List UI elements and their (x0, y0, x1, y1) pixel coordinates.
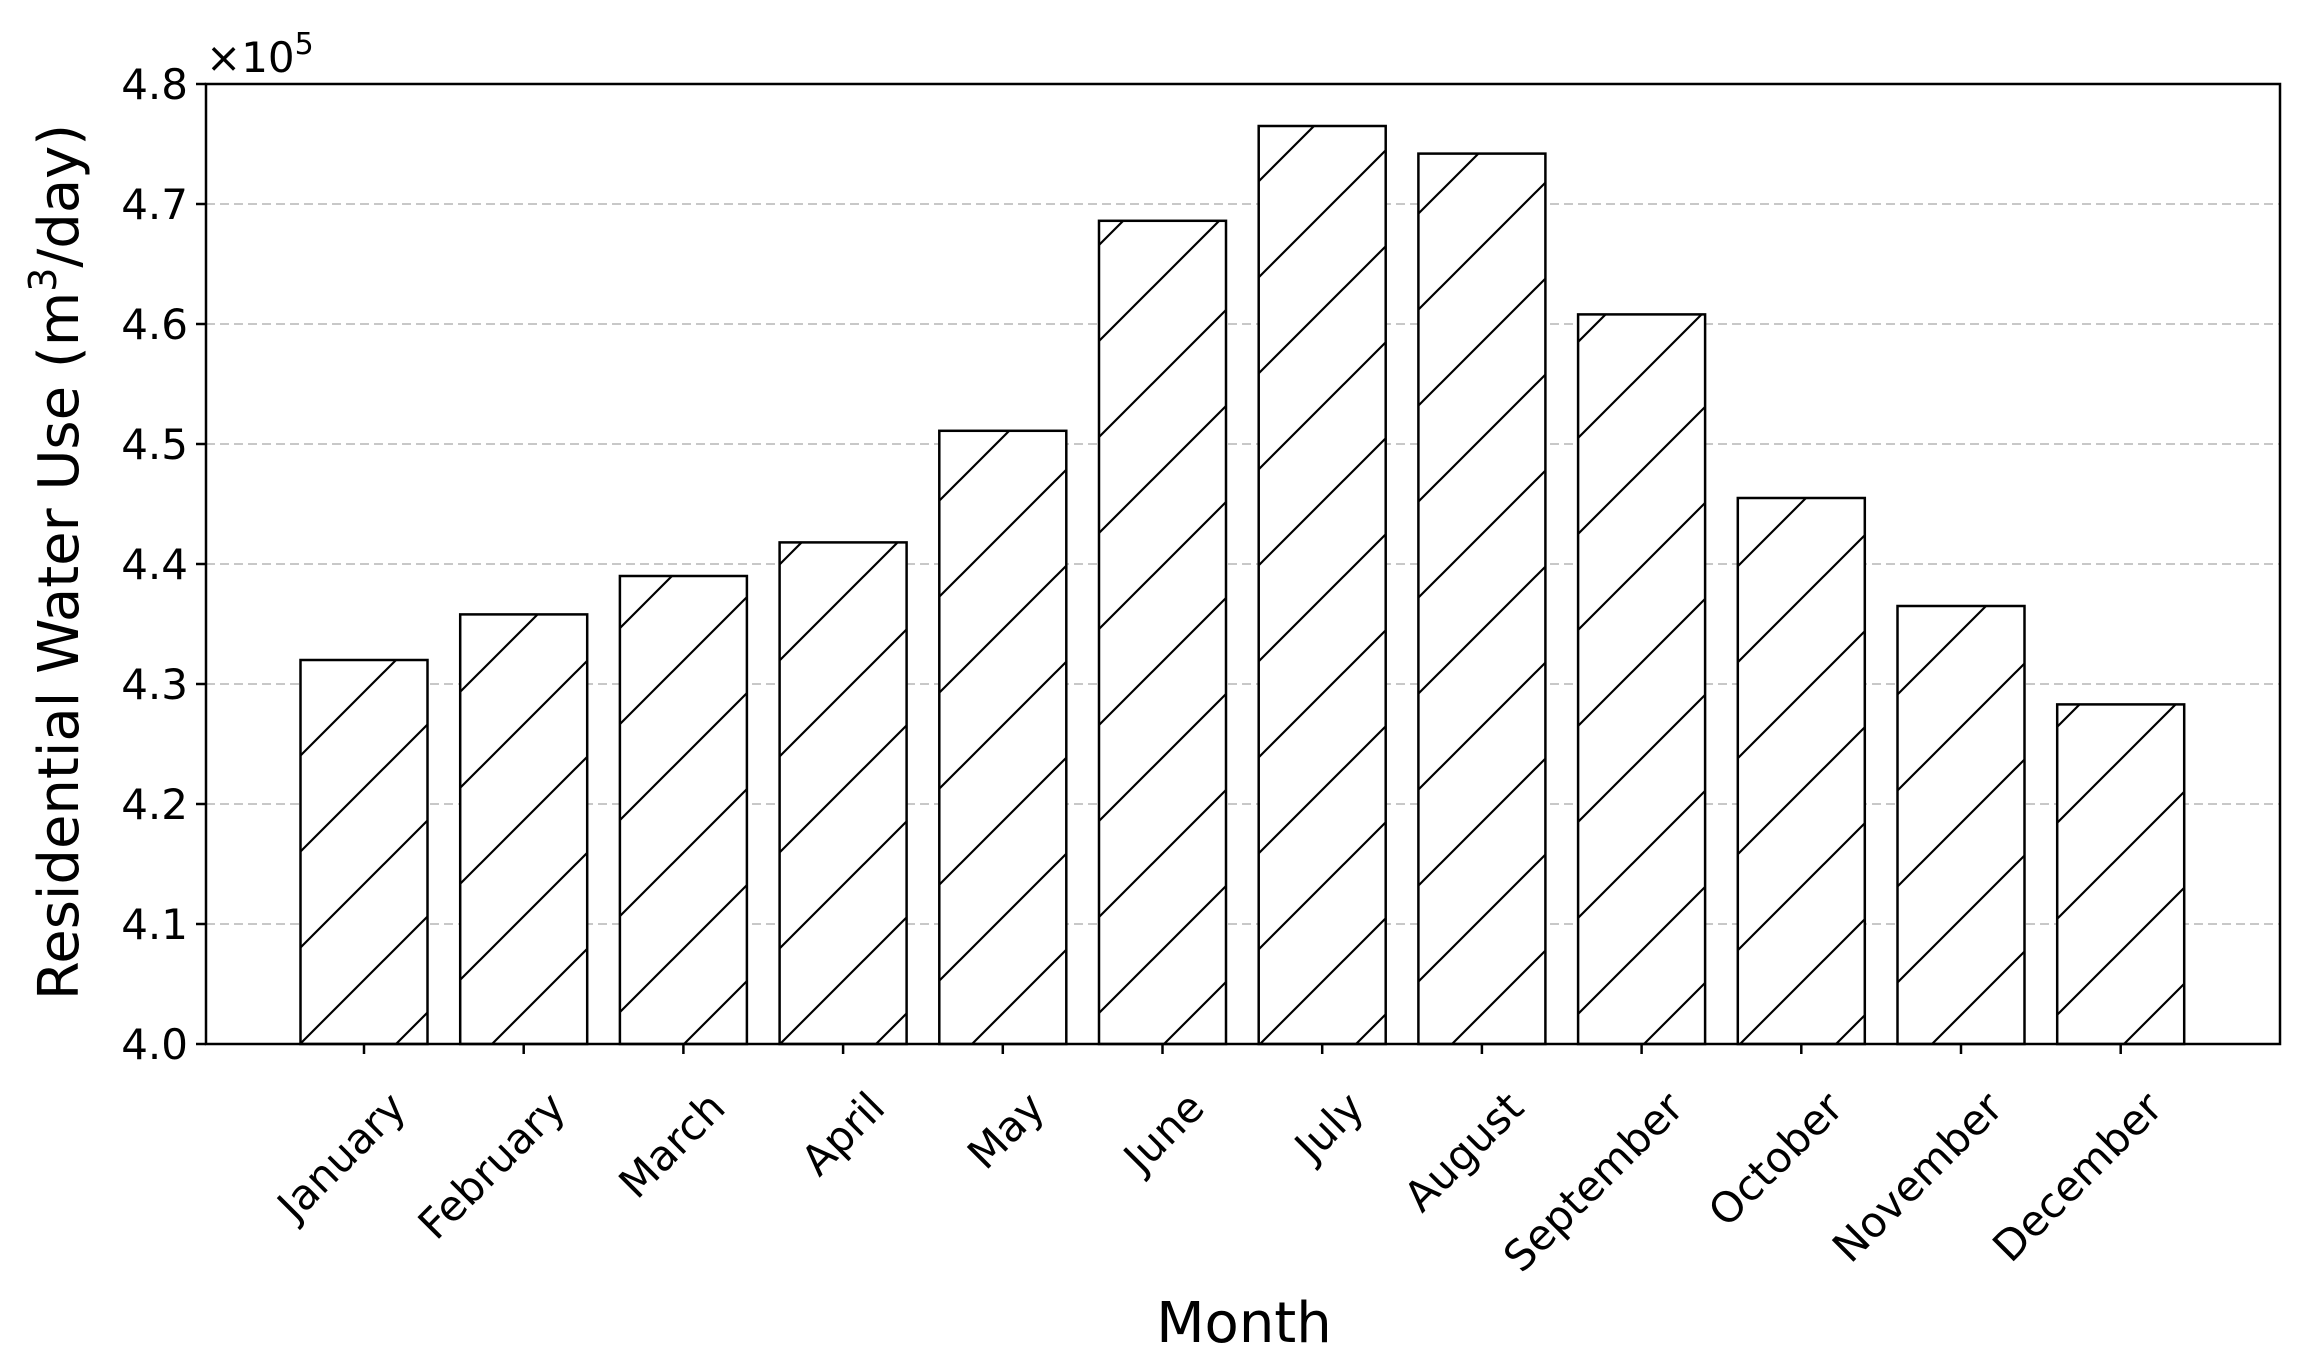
x-tick-label-january: January (266, 1082, 415, 1231)
bar-march (618, 574, 749, 1046)
x-tick-label-june: June (1112, 1082, 1213, 1183)
x-tick-label-may: May (958, 1082, 1054, 1178)
y-tick-label: 4.0 (121, 1020, 188, 1069)
bar-august (1417, 152, 1547, 1046)
y-axis-label: Residential Water Use (m3/day) (21, 124, 92, 1000)
bar-november (1896, 604, 2026, 1046)
y-multiplier-prefix: ×10 (206, 33, 295, 82)
y-axis-multiplier: ×105 (206, 27, 314, 82)
y-tick-label: 4.5 (121, 420, 188, 469)
bar-september (1576, 313, 1707, 1046)
bar-october (1736, 496, 1867, 1046)
y-tick-label: 4.6 (121, 300, 188, 349)
y-axis-ticks: 4.0 4.1 4.2 4.3 4.4 4.5 4.6 4.7 4.8 (121, 60, 206, 1069)
x-axis-label: Month (1156, 1291, 1332, 1356)
y-label-superscript: 3 (21, 268, 65, 292)
y-tick-label: 4.3 (121, 660, 188, 709)
x-tick-label-october: October (1699, 1082, 1853, 1236)
x-tick-label-december: December (1983, 1082, 2172, 1271)
bar-may (938, 429, 1068, 1046)
bar-july (1257, 124, 1387, 1046)
x-tick-label-july: July (1283, 1082, 1373, 1172)
y-tick-label: 4.8 (121, 60, 188, 109)
y-multiplier-exponent: 5 (295, 27, 314, 62)
y-tick-label: 4.1 (121, 900, 188, 949)
y-tick-label: 4.7 (121, 180, 188, 229)
bar-january (299, 658, 429, 1046)
bar-april (778, 541, 908, 1046)
x-tick-label-april: April (792, 1082, 895, 1185)
y-tick-label: 4.2 (121, 780, 188, 829)
y-label-suffix: /day) (27, 124, 92, 268)
x-tick-label-march: March (609, 1082, 734, 1207)
bar-june (1097, 219, 1228, 1046)
bar-february (458, 613, 589, 1046)
bars (299, 124, 2186, 1046)
x-tick-label-august: August (1394, 1082, 1533, 1221)
y-tick-label: 4.4 (121, 540, 188, 589)
x-tick-label-november: November (1823, 1082, 2013, 1272)
y-label-main: Residential Water Use (m (27, 292, 92, 1000)
bar-december (2055, 703, 2186, 1046)
x-tick-label-february: February (409, 1082, 575, 1248)
